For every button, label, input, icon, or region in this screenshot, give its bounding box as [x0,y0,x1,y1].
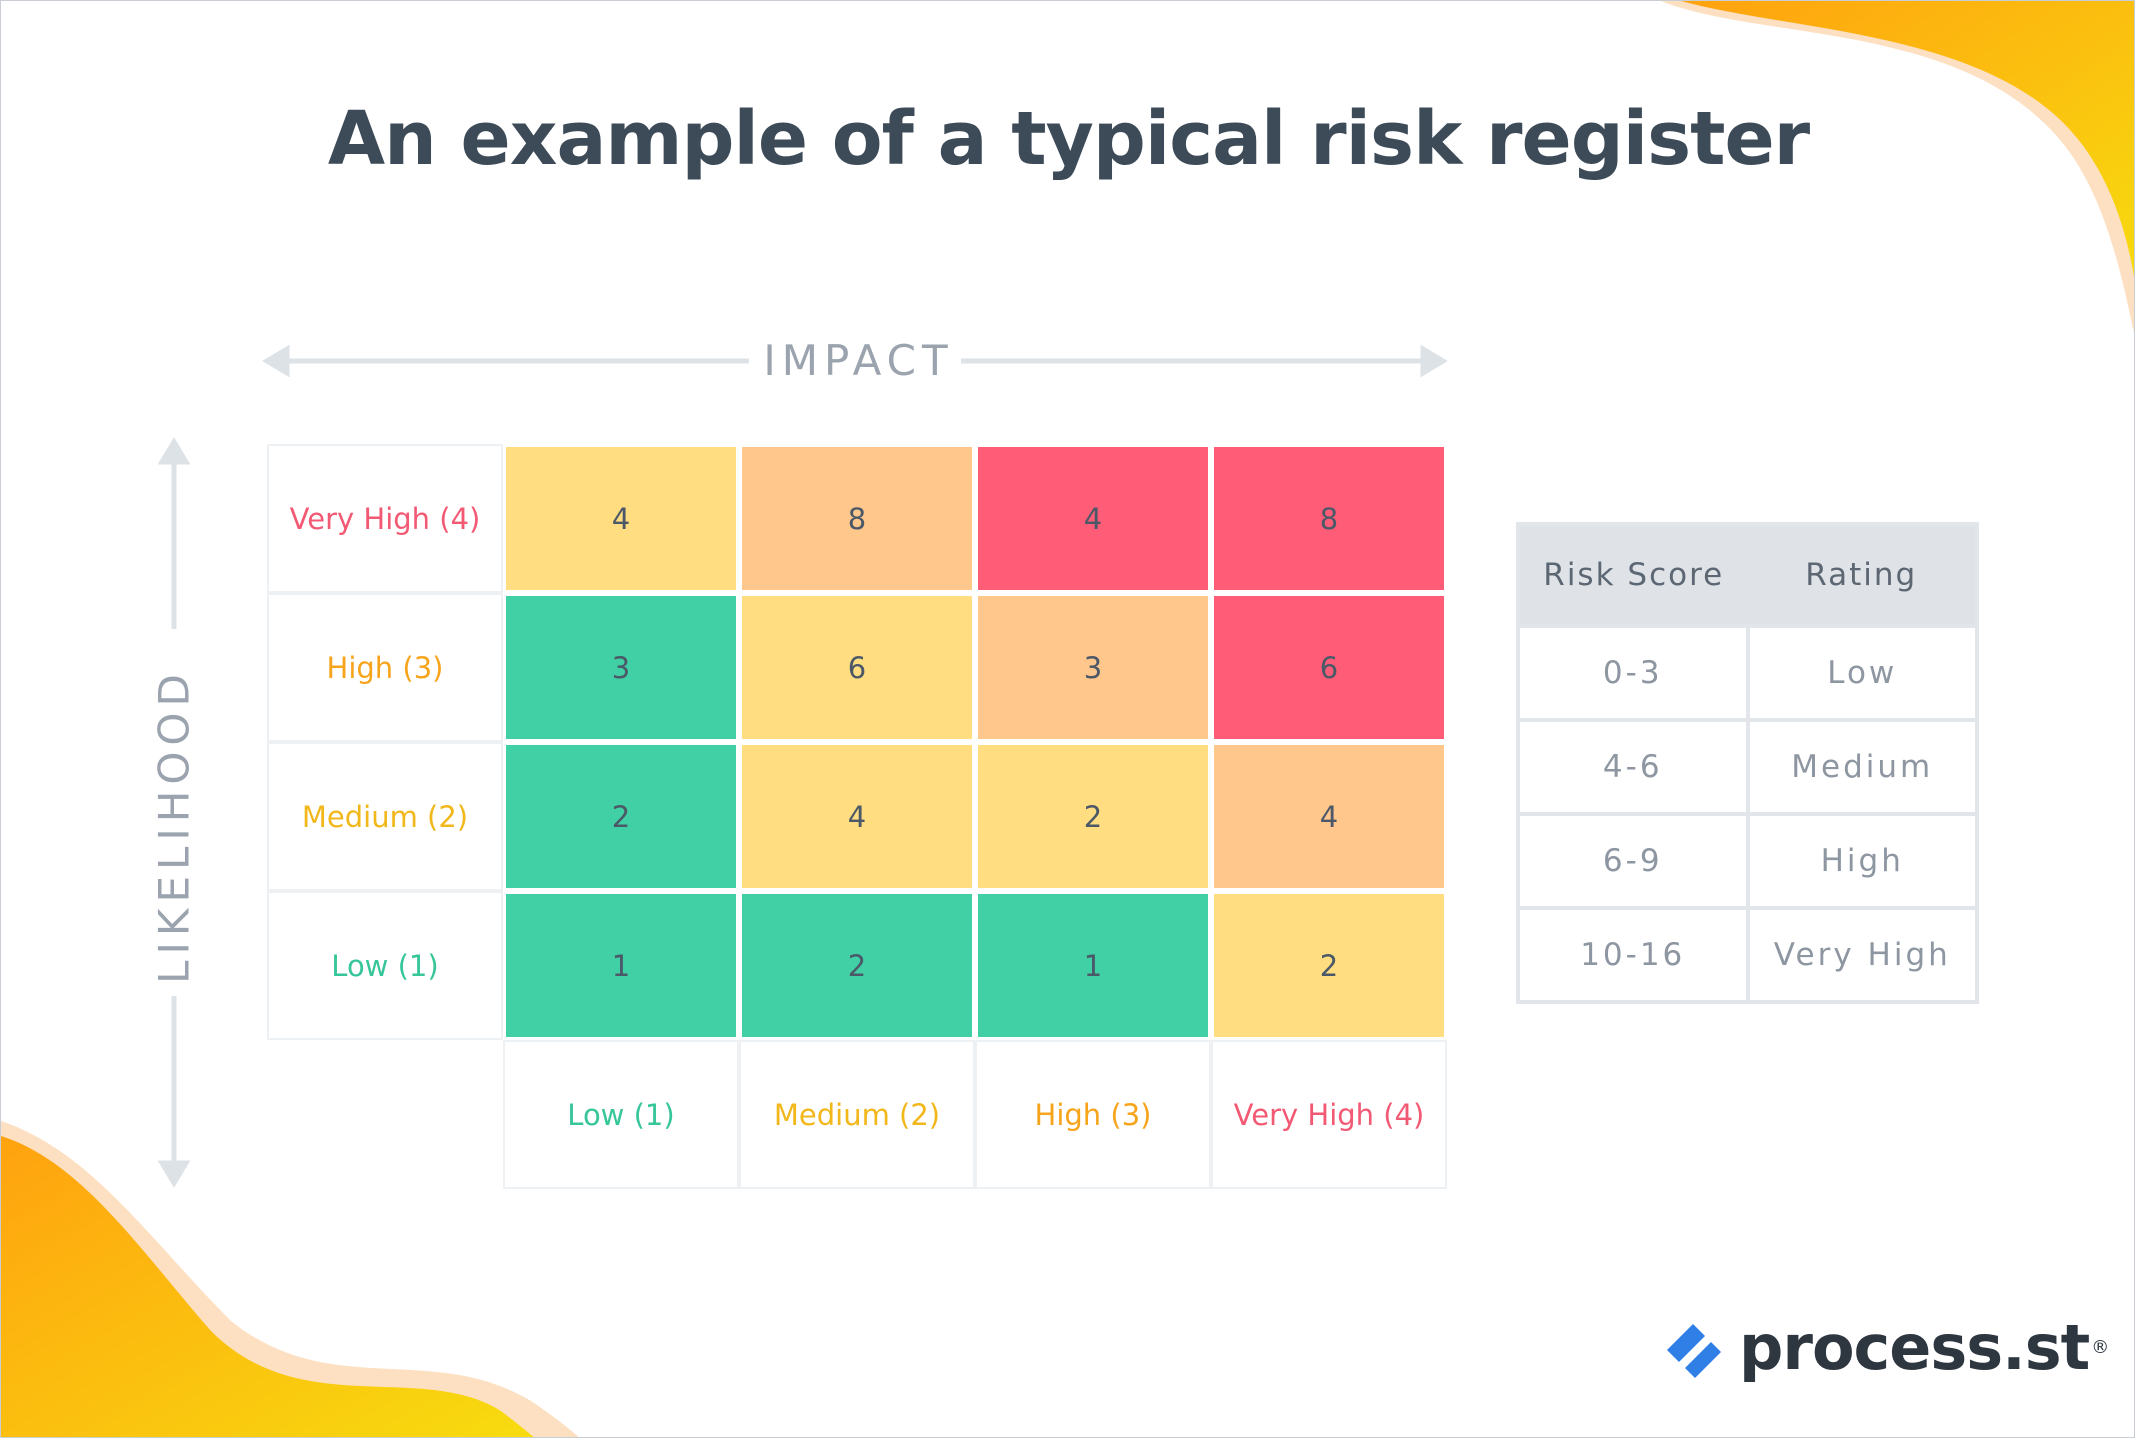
legend-score: 4-6 [1520,722,1746,812]
matrix-cell: 6 [739,593,975,742]
impact-axis-label: IMPACT [763,336,954,385]
matrix-cell: 2 [739,891,975,1040]
likelihood-arrow-up-head [157,437,191,465]
matrix-cell: 2 [503,742,739,891]
likelihood-label-very-high: Very High (4) [267,444,503,593]
legend-row: 4-6 Medium [1520,722,1975,812]
logo-wordmark: process.st [1739,1311,2090,1384]
process-st-logo-icon [1667,1323,1721,1378]
impact-arrow-left-head [262,344,290,378]
matrix-cell: 6 [1211,593,1447,742]
matrix-cell: 1 [503,891,739,1040]
legend-score: 6-9 [1520,816,1746,906]
matrix-cell: 3 [503,593,739,742]
likelihood-label-high: High (3) [267,593,503,742]
matrix-cell: 2 [1211,891,1447,1040]
legend-score: 0-3 [1520,628,1746,718]
legend-row: 0-3 Low [1520,628,1975,718]
legend-header-rating: Rating [1805,557,1918,593]
likelihood-axis-label: LIKELIHOOD [149,668,199,984]
legend-rating: Medium [1749,722,1975,812]
matrix-cell: 4 [503,444,739,593]
matrix-cell: 4 [739,742,975,891]
impact-label-very-high: Very High (4) [1211,1040,1447,1189]
legend-row: 10-16 Very High [1520,910,1975,1000]
matrix-corner-empty [267,1040,503,1189]
risk-matrix: Very High (4) 4 8 4 8 High (3) 3 6 3 6 M… [267,444,1447,1189]
legend-score: 10-16 [1520,910,1746,1000]
legend-rating: High [1749,816,1975,906]
impact-arrow-right-head [1420,344,1448,378]
impact-label-high: High (3) [975,1040,1211,1189]
impact-label-medium: Medium (2) [739,1040,975,1189]
risk-score-legend: Risk Score Rating 0-3 Low 4-6 Medium 6-9… [1516,522,1979,1004]
legend-rating: Low [1749,628,1975,718]
legend-header: Risk Score Rating [1520,526,1975,624]
legend-header-score: Risk Score [1543,557,1725,593]
matrix-cell: 4 [1211,742,1447,891]
matrix-cell: 2 [975,742,1211,891]
matrix-cell: 4 [975,444,1211,593]
likelihood-label-medium: Medium (2) [267,742,503,891]
legend-rating: Very High [1749,910,1975,1000]
legend-row: 6-9 High [1520,816,1975,906]
impact-label-low: Low (1) [503,1040,739,1189]
page-title: An example of a typical risk register [327,96,1810,182]
likelihood-arrow-down-head [157,1160,191,1188]
registered-mark: ® [2091,1337,2110,1358]
process-st-logo: process.st ® [1663,1311,2109,1384]
likelihood-label-low: Low (1) [267,891,503,1040]
matrix-cell: 8 [1211,444,1447,593]
matrix-cell: 1 [975,891,1211,1040]
matrix-cell: 3 [975,593,1211,742]
matrix-cell: 8 [739,444,975,593]
